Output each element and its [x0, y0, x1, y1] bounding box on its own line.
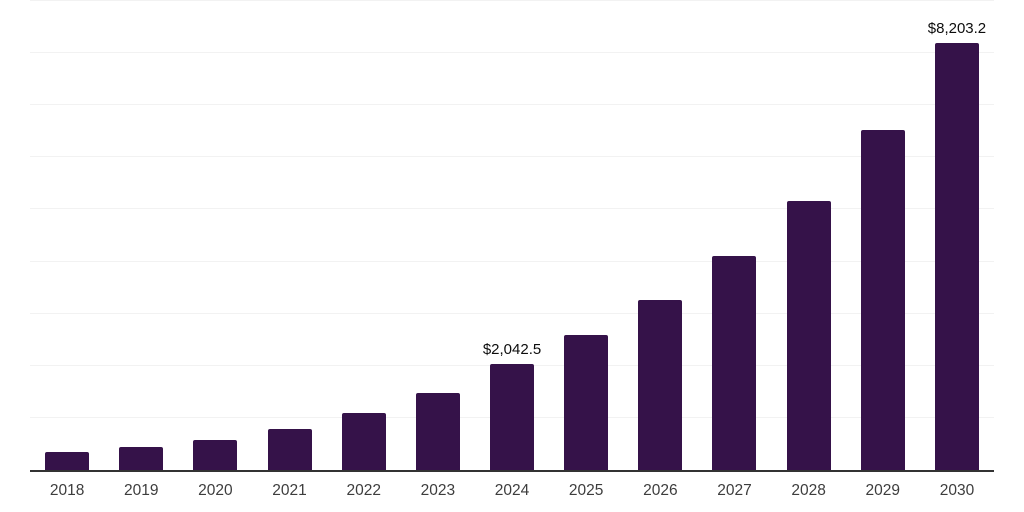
- x-tick-label-2026: 2026: [643, 482, 678, 499]
- bar-band-2028: [772, 1, 846, 470]
- bar-2029: [860, 129, 905, 470]
- bar-2021: [267, 428, 312, 470]
- gridline-6000: [30, 156, 994, 158]
- bar-band-2026: [623, 1, 697, 470]
- bar-band-2025: [549, 1, 623, 470]
- plot-area: $2,042.5 $8,203.2: [30, 0, 994, 472]
- bar-2025: [564, 335, 609, 470]
- x-tick-label-2018: 2018: [49, 482, 85, 499]
- bar-2022: [341, 412, 386, 470]
- gridline-5000: [30, 208, 994, 210]
- bar-2030: [934, 42, 979, 470]
- x-tick-label-2029: 2029: [865, 482, 901, 499]
- bar-band-2027: [697, 1, 771, 470]
- x-tick-label-2025: 2025: [568, 482, 604, 499]
- bar-series: $2,042.5 $8,203.2: [30, 1, 994, 470]
- value-label-2030: $8,203.2: [927, 19, 987, 37]
- bar-2026: [638, 299, 683, 470]
- bar-2024: [490, 363, 535, 470]
- bar-2020: [193, 439, 238, 470]
- bar-band-2024: $2,042.5: [475, 1, 549, 470]
- bar-band-2021: [252, 1, 326, 470]
- gridline-7000: [30, 104, 994, 106]
- bar-band-2018: [30, 1, 104, 470]
- gridline-8000: [30, 52, 994, 54]
- bar-2023: [415, 392, 460, 470]
- x-tick-label-2022: 2022: [346, 482, 381, 499]
- x-tick-label-2019: 2019: [123, 482, 159, 499]
- bar-2028: [786, 200, 831, 470]
- x-tick-label-2030: 2030: [939, 482, 975, 499]
- bar-2027: [712, 256, 757, 470]
- x-axis: 2018 2019 2020 2021 2022 2023 2024 2025 2026 2027…: [30, 483, 994, 499]
- bar-band-2020: [178, 1, 252, 470]
- x-tick-label-2023: 2023: [420, 482, 456, 499]
- gridline-4000: [30, 260, 994, 262]
- x-tick-label-2021: 2021: [272, 482, 307, 499]
- gridline-3000: [30, 312, 994, 314]
- x-tick-label-2027: 2027: [717, 482, 752, 499]
- bar-band-2029: [846, 1, 920, 470]
- bar-band-2023: [401, 1, 475, 470]
- bar-2019: [119, 447, 164, 470]
- bar-band-2022: [327, 1, 401, 470]
- x-tick-label-2024: 2024: [494, 482, 530, 499]
- bar-2018: [45, 452, 90, 470]
- x-tick-label-2028: 2028: [791, 482, 826, 499]
- value-label-2024: $2,042.5: [482, 340, 542, 358]
- bar-band-2019: [104, 1, 178, 470]
- x-tick-label-2020: 2020: [198, 482, 233, 499]
- gridline-9000: [30, 0, 994, 1]
- bar-band-2030: $8,203.2: [920, 1, 994, 470]
